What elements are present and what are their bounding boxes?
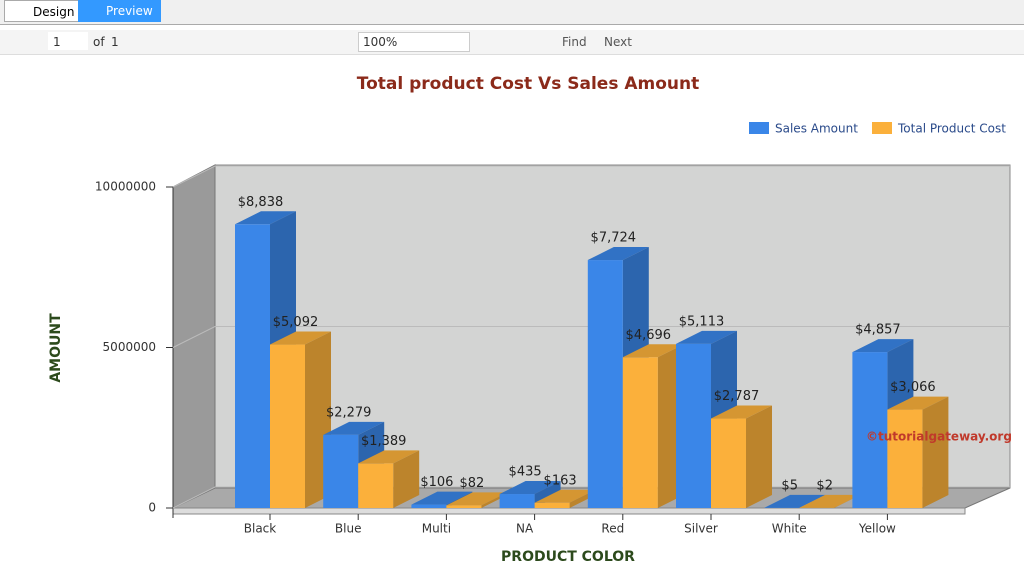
page-total: 1 <box>111 35 119 49</box>
bar-top <box>852 339 914 353</box>
find-button[interactable]: Find <box>562 35 587 49</box>
zoom[interactable]: 100% <box>363 35 398 49</box>
bar-top <box>676 330 737 344</box>
bar-top <box>887 396 949 410</box>
y-tick-label: 10000000 <box>95 180 156 194</box>
bar <box>499 494 535 508</box>
bar-top <box>235 211 296 225</box>
x-tick-label: Red <box>601 522 624 536</box>
chart: Total product Cost Vs Sales Amount PRODU… <box>48 74 1012 565</box>
value-label: $106 <box>420 475 453 490</box>
bar <box>411 504 447 508</box>
bar-top <box>764 494 826 508</box>
value-label: $3,066 <box>890 380 936 395</box>
chart-title: Total product Cost Vs Sales Amount <box>357 74 700 94</box>
bar <box>323 434 359 508</box>
bar <box>887 409 923 508</box>
toolbar <box>0 30 1024 55</box>
floor-edge <box>172 507 966 515</box>
zoom-box[interactable] <box>358 32 470 52</box>
bar <box>587 260 623 508</box>
watermark: ©tutorialgateway.org <box>866 430 1012 444</box>
next-button[interactable]: Next <box>604 35 632 49</box>
bar-top <box>270 331 331 345</box>
bar <box>270 344 305 508</box>
x-tick-label: Black <box>244 522 277 536</box>
preview-tab[interactable]: Preview <box>78 0 161 22</box>
x-tick-label: NA <box>516 522 534 536</box>
x-tick-label: Silver <box>684 522 718 536</box>
bar <box>446 505 482 508</box>
bar <box>622 357 658 508</box>
bar <box>235 224 270 508</box>
legend-swatch <box>872 122 892 134</box>
value-label: $163 <box>544 473 577 488</box>
bar <box>534 502 570 508</box>
x-tick-label: Blue <box>335 522 362 536</box>
tab-bar <box>0 0 1024 25</box>
page-box[interactable] <box>48 32 88 50</box>
x-tick-label: Yellow <box>858 522 896 536</box>
bar-side <box>922 396 949 508</box>
bar <box>676 343 711 508</box>
grid-line <box>172 326 1010 348</box>
bar-top <box>587 247 649 261</box>
x-tick-label: White <box>772 522 807 536</box>
value-label: $82 <box>459 476 484 491</box>
value-label: $5,113 <box>679 314 725 329</box>
bar-top <box>446 492 508 506</box>
y-axis-title: AMOUNT <box>48 313 64 383</box>
legend-label: Sales Amount <box>775 122 858 136</box>
value-label: $7,724 <box>591 231 637 246</box>
value-label: $1,389 <box>361 434 407 449</box>
design-tab[interactable]: Design <box>4 0 84 22</box>
value-label: $2,279 <box>326 405 372 420</box>
page-number[interactable]: 1 <box>53 35 61 49</box>
y-tick-label: 0 <box>148 501 156 515</box>
bar-side <box>393 450 420 508</box>
x-tick-label: Multi <box>422 522 451 536</box>
value-label: $8,838 <box>238 195 284 210</box>
bar-top <box>411 491 473 505</box>
value-label: $435 <box>509 465 542 480</box>
y-tick-label: 5000000 <box>103 340 156 354</box>
legend-label: Total Product Cost <box>897 122 1006 136</box>
bar-top <box>711 405 772 419</box>
bar <box>358 463 394 508</box>
value-label: $5,092 <box>273 315 319 330</box>
bar-side <box>746 405 772 508</box>
legend-swatch <box>749 122 769 134</box>
bar-top <box>358 450 420 464</box>
grid-line <box>172 165 1010 188</box>
bar <box>711 418 746 508</box>
value-label: $4,857 <box>855 323 901 338</box>
bar <box>852 352 888 508</box>
bar-top <box>499 481 561 495</box>
bar-top <box>622 344 684 358</box>
value-label: $5 <box>781 478 798 493</box>
value-label: $2 <box>816 478 833 493</box>
bar-top <box>799 494 861 508</box>
value-label: $4,696 <box>626 328 672 343</box>
value-label: $2,787 <box>714 389 760 404</box>
bar-top <box>323 421 385 435</box>
page-of: of <box>93 35 105 49</box>
bar-top <box>534 489 596 503</box>
x-axis-title: PRODUCT COLOR <box>501 549 635 565</box>
